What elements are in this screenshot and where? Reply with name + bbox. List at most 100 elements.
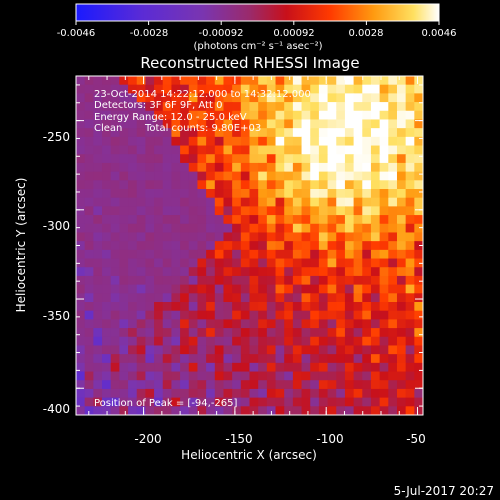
image-pixel xyxy=(318,397,329,407)
image-pixel xyxy=(379,136,389,147)
image-pixel xyxy=(154,232,164,242)
image-pixel xyxy=(119,371,129,381)
image-pixel xyxy=(240,189,251,199)
image-pixel xyxy=(232,362,242,373)
image-pixel xyxy=(344,293,355,303)
image-pixel xyxy=(266,362,277,373)
image-pixel xyxy=(102,267,112,277)
image-pixel xyxy=(249,232,259,242)
image-pixel xyxy=(136,319,147,329)
image-pixel xyxy=(275,180,285,190)
image-pixel xyxy=(93,388,103,399)
image-pixel xyxy=(223,145,233,155)
image-pixel xyxy=(353,136,363,147)
image-pixel xyxy=(344,232,355,242)
image-pixel xyxy=(180,110,190,121)
image-pixel xyxy=(84,275,94,286)
image-pixel xyxy=(145,284,155,294)
image-pixel xyxy=(84,136,94,147)
image-pixel xyxy=(84,215,94,225)
image-pixel xyxy=(76,293,86,303)
image-pixel xyxy=(249,171,259,181)
image-pixel xyxy=(119,293,129,303)
image-pixel xyxy=(93,380,103,390)
image-pixel xyxy=(301,128,311,138)
image-pixel xyxy=(388,206,398,216)
image-pixel xyxy=(396,197,407,207)
image-pixel xyxy=(292,354,303,364)
image-pixel xyxy=(119,336,129,347)
image-pixel xyxy=(370,328,381,338)
image-pixel xyxy=(249,76,259,86)
image-pixel xyxy=(396,284,407,294)
image-pixel xyxy=(327,284,337,294)
rhessi-image xyxy=(76,76,423,415)
image-pixel xyxy=(145,249,155,260)
image-pixel xyxy=(188,380,199,390)
image-pixel xyxy=(197,197,207,207)
image-pixel xyxy=(223,249,233,260)
image-pixel xyxy=(284,388,294,399)
image-pixel xyxy=(180,154,190,164)
image-pixel xyxy=(240,136,251,147)
image-pixel xyxy=(275,145,285,155)
image-pixel xyxy=(214,232,225,242)
image-pixel xyxy=(370,171,381,181)
image-pixel xyxy=(162,128,173,138)
image-pixel xyxy=(171,284,181,294)
image-pixel xyxy=(76,354,86,364)
image-pixel xyxy=(405,328,415,338)
image-pixel xyxy=(336,232,346,242)
image-pixel xyxy=(154,249,164,260)
image-pixel xyxy=(292,162,303,173)
image-pixel xyxy=(240,310,251,320)
image-pixel xyxy=(310,354,320,364)
image-pixel xyxy=(145,206,155,216)
image-pixel xyxy=(154,119,164,129)
image-pixel xyxy=(84,336,94,347)
image-pixel xyxy=(102,93,112,103)
image-pixel xyxy=(405,180,415,190)
image-pixel xyxy=(405,223,415,234)
image-pixel xyxy=(405,119,415,129)
image-pixel xyxy=(353,319,363,329)
image-pixel xyxy=(128,302,138,312)
image-pixel xyxy=(223,232,233,242)
image-pixel xyxy=(84,171,94,181)
image-pixel xyxy=(344,354,355,364)
image-pixel xyxy=(266,223,277,234)
image-pixel xyxy=(206,162,216,173)
image-pixel xyxy=(327,371,337,381)
image-pixel xyxy=(327,128,337,138)
image-pixel xyxy=(405,293,415,303)
image-pixel xyxy=(119,189,129,199)
colorbar-units-label: (photons cm⁻² s⁻¹ asec⁻²) xyxy=(193,41,322,52)
image-pixel xyxy=(405,171,415,181)
image-pixel xyxy=(396,162,407,173)
image-pixel xyxy=(414,362,423,373)
image-pixel xyxy=(188,171,199,181)
image-pixel xyxy=(292,345,303,355)
image-pixel xyxy=(318,197,329,207)
image-pixel xyxy=(214,154,225,164)
image-pixel xyxy=(110,206,120,216)
image-pixel xyxy=(344,110,355,121)
image-pixel xyxy=(344,102,355,112)
image-pixel xyxy=(266,136,277,147)
image-pixel xyxy=(240,197,251,207)
image-pixel xyxy=(284,119,294,129)
image-pixel xyxy=(102,180,112,190)
image-pixel xyxy=(206,362,216,373)
image-pixel xyxy=(344,406,355,415)
image-pixel xyxy=(223,136,233,147)
image-pixel xyxy=(310,310,320,320)
image-pixel xyxy=(336,371,346,381)
image-pixel xyxy=(327,362,337,373)
image-pixel xyxy=(353,223,363,234)
image-pixel xyxy=(396,371,407,381)
image-pixel xyxy=(414,241,423,251)
image-pixel xyxy=(93,76,103,86)
image-pixel xyxy=(249,397,259,407)
image-pixel xyxy=(301,102,311,112)
image-pixel xyxy=(162,119,173,129)
